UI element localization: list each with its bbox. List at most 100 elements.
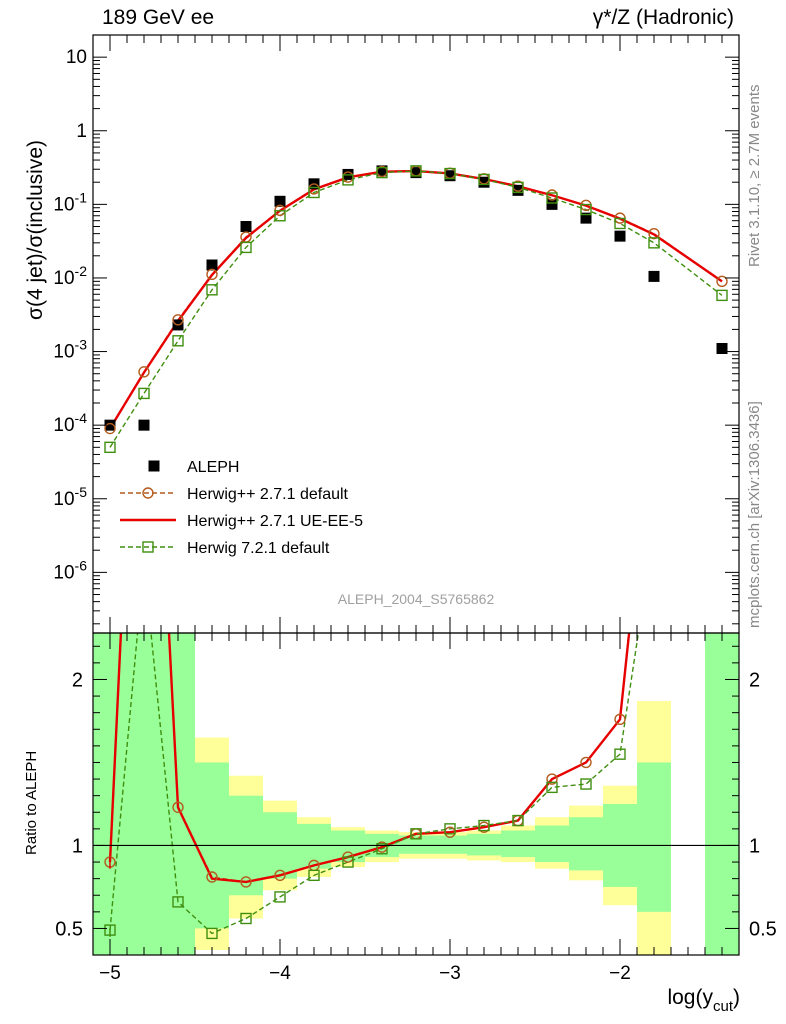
herwig-2-7-1-default-point (614, 713, 626, 726)
aleph-point (444, 170, 456, 182)
herwig-7-2-1-default-point (444, 823, 456, 835)
herwig-7-2-1-default-point (546, 192, 558, 204)
herwig-7-2-1-default-point (580, 203, 592, 216)
herwig-2-7-1-default-point (206, 871, 218, 883)
herwig-7-2-1-default-point (240, 241, 252, 254)
herwig-2-7-1-default-point (546, 773, 558, 785)
aleph-point (478, 176, 490, 188)
green-band-bin (297, 823, 331, 869)
y-tick-label: 1 (76, 121, 87, 142)
legend-label-herwig-7-2-1-default: Herwig 7.2.1 default (187, 540, 330, 557)
herwig-7-2-1-default-point (274, 891, 286, 903)
herwig-7-2-1-default-point (376, 843, 388, 855)
herwig-2-7-1-default-point (649, 376, 659, 386)
herwig-7-2-1-default-point (580, 778, 592, 790)
herwig-2-7-1-default-point (172, 801, 184, 813)
aleph-point (512, 184, 524, 196)
ratio-y-tick-label: 2 (72, 669, 83, 691)
green-band-bin (433, 835, 467, 854)
aleph-point (614, 230, 626, 242)
y-tick-label: 10-3 (53, 337, 87, 363)
header-left: 189 GeV ee (102, 6, 215, 29)
green-band-bin (569, 817, 603, 871)
herwig-7-2-1-default-point (342, 174, 354, 186)
aleph-point (240, 221, 252, 233)
x-tick-label: −2 (609, 963, 631, 984)
green-band-bin (127, 633, 161, 955)
y-tick-label: 10-6 (53, 557, 87, 583)
herwig-7-2-1-default-point (546, 781, 558, 794)
herwig-2-7-1-default-point (138, 366, 150, 378)
green-band-bin (399, 835, 433, 854)
aleph-point (138, 419, 150, 431)
herwig-7-2-1-default-line (109, 170, 723, 448)
herwig-2-7-1-default-point (172, 314, 184, 326)
herwig-7-2-1-default-point (172, 335, 184, 347)
herwig-2-7-1-default-line (109, 170, 723, 429)
herwig-7-2-1-default-point (138, 387, 150, 400)
y-tick-label: 10 (66, 47, 87, 68)
aleph-point (206, 259, 218, 271)
green-band-bin (637, 762, 671, 912)
x-tick-label: −5 (99, 963, 121, 984)
herwig-7-2-1-default-point (410, 828, 422, 840)
herwig-2-7-1-ue-ee-5-line (108, 169, 723, 430)
green-band-bin (501, 830, 535, 858)
herwig-7-2-1-default-point (274, 210, 286, 222)
herwig-7-2-1-default-point (444, 167, 456, 180)
y-tick-label: 10-2 (53, 263, 87, 289)
ratio-y-tick-label: 1 (749, 835, 760, 857)
x-tick-label: −4 (269, 963, 291, 984)
y-tick-label: 10-4 (53, 410, 87, 436)
legend-marker-aleph (148, 460, 160, 472)
herwig-7-2-1-default-point (478, 819, 490, 832)
herwig-7-2-1-default-point (649, 525, 659, 535)
herwig-7-2-1-default-point (240, 912, 252, 925)
legend-marker-herwig-2-7-1-default (142, 487, 154, 499)
green-band-bin (93, 633, 127, 955)
herwig-7-2-1-default-point (478, 173, 490, 186)
herwig-7-2-1-default-point (512, 181, 524, 194)
aleph-point (648, 270, 660, 282)
aleph-point (104, 419, 116, 431)
herwig-2-7-1-default-point (104, 422, 116, 435)
herwig-7-2-1-default-point (342, 856, 354, 868)
herwig-7-2-1-default-point (206, 927, 218, 940)
analysis-id-label: ALEPH_2004_S5765862 (338, 591, 495, 607)
legend-label-herwig-2-7-1-default: Herwig++ 2.7.1 default (187, 486, 349, 503)
ratio-y-tick-label: 1 (72, 835, 83, 857)
herwig-7-2-1-default-point (308, 186, 320, 199)
ratio-y-axis-title: Ratio to ALEPH (23, 751, 40, 855)
ratio-y-tick-label: 2 (749, 669, 760, 691)
ratio-y-tick-label: 0.5 (55, 918, 83, 940)
ratio-y-tick-label: 0.5 (749, 918, 777, 940)
legend-label-herwig-2-7-1-ue-ee-5: Herwig++ 2.7.1 UE-EE-5 (187, 513, 363, 530)
herwig-7-2-1-default-point (172, 896, 184, 908)
herwig-2-7-1-default-point (716, 275, 728, 288)
y-tick-label: 10-5 (53, 484, 87, 510)
green-band-bin (467, 833, 501, 856)
herwig-7-2-1-default-point (308, 869, 320, 882)
herwig-2-7-1-default-point (648, 227, 660, 240)
herwig-7-2-1-default-point (614, 217, 626, 230)
herwig-7-2-1-default-point (716, 289, 728, 302)
herwig-2-7-1-ue-ee-5-line (108, 633, 631, 884)
herwig-2-7-1-default-point (240, 876, 252, 888)
herwig-2-7-1-default-point (139, 127, 149, 137)
aleph-point (546, 198, 558, 210)
herwig-7-2-1-default-point (376, 166, 388, 179)
herwig-2-7-1-default-point (274, 869, 286, 882)
herwig-7-2-1-default-point (104, 441, 116, 454)
aleph-point (580, 212, 592, 224)
x-tick-label: −3 (439, 963, 461, 984)
herwig-2-7-1-default-point (206, 268, 218, 281)
y-axis-title: σ(4 jet)/σ(inclusive) (24, 140, 47, 320)
y-tick-label: 10-1 (53, 189, 87, 215)
herwig-2-7-1-default-point (580, 756, 592, 769)
herwig-7-2-1-default-point (206, 284, 218, 296)
legend-label-aleph: ALEPH (187, 459, 239, 476)
green-band-bin (535, 825, 569, 863)
aleph-point (716, 343, 728, 355)
herwig-7-2-1-default-point (648, 237, 660, 249)
